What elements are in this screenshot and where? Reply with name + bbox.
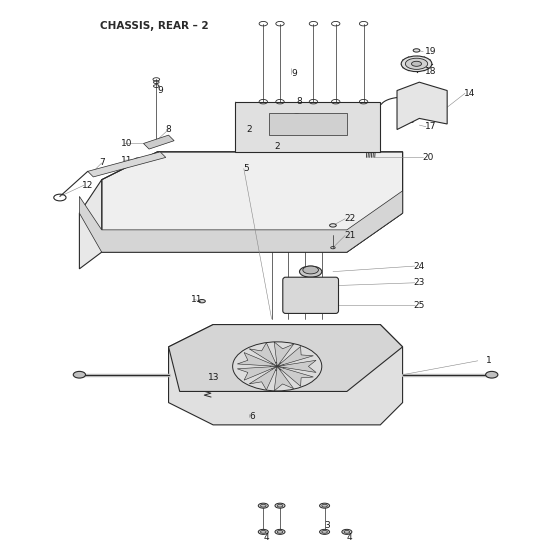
Ellipse shape (275, 503, 285, 508)
Text: 13: 13 (208, 373, 219, 382)
Ellipse shape (260, 530, 266, 533)
Text: 2: 2 (274, 142, 280, 151)
Ellipse shape (300, 266, 322, 277)
Polygon shape (169, 325, 403, 425)
Text: 22: 22 (344, 214, 356, 223)
Ellipse shape (412, 61, 422, 66)
Ellipse shape (408, 111, 414, 114)
Polygon shape (397, 82, 447, 129)
Text: 6: 6 (249, 412, 255, 421)
Ellipse shape (342, 529, 352, 534)
Text: 17: 17 (425, 122, 436, 131)
Polygon shape (80, 191, 403, 252)
Text: 11: 11 (191, 295, 202, 304)
Ellipse shape (134, 158, 141, 161)
Text: 11: 11 (121, 156, 133, 165)
Ellipse shape (330, 224, 336, 227)
Polygon shape (277, 360, 316, 372)
Polygon shape (274, 342, 294, 366)
Ellipse shape (408, 89, 414, 92)
Ellipse shape (320, 503, 330, 508)
Polygon shape (88, 152, 166, 177)
Text: 8: 8 (297, 97, 302, 106)
Ellipse shape (320, 529, 330, 534)
Text: 24: 24 (414, 262, 425, 270)
Ellipse shape (277, 505, 283, 507)
Text: 10: 10 (121, 139, 133, 148)
Text: 1: 1 (486, 356, 492, 365)
Text: 8: 8 (166, 125, 171, 134)
Ellipse shape (408, 120, 414, 123)
Text: 20: 20 (422, 153, 433, 162)
Ellipse shape (73, 371, 86, 378)
Text: 15: 15 (425, 105, 436, 115)
Text: 19: 19 (425, 47, 436, 56)
Polygon shape (169, 325, 403, 391)
Polygon shape (80, 180, 102, 269)
Text: 23: 23 (414, 278, 425, 287)
Polygon shape (237, 366, 277, 380)
Text: 3: 3 (325, 521, 330, 530)
Ellipse shape (258, 529, 268, 534)
Ellipse shape (408, 103, 414, 106)
Ellipse shape (413, 49, 420, 52)
Ellipse shape (232, 342, 322, 391)
Ellipse shape (199, 300, 206, 303)
Text: 2: 2 (246, 125, 252, 134)
Text: 4: 4 (347, 533, 352, 542)
Polygon shape (143, 135, 174, 149)
Polygon shape (249, 343, 277, 366)
Ellipse shape (322, 505, 328, 507)
Polygon shape (277, 347, 314, 366)
Text: 25: 25 (414, 301, 425, 310)
Ellipse shape (344, 530, 349, 533)
Ellipse shape (258, 503, 268, 508)
Ellipse shape (303, 266, 319, 274)
Polygon shape (235, 102, 380, 152)
Ellipse shape (405, 58, 428, 69)
Text: 18: 18 (425, 67, 436, 76)
Ellipse shape (275, 529, 285, 534)
Text: 5: 5 (244, 164, 250, 173)
Polygon shape (102, 152, 403, 252)
Text: 9: 9 (157, 86, 163, 95)
Text: CHASSIS, REAR – 2: CHASSIS, REAR – 2 (100, 21, 209, 31)
Ellipse shape (277, 530, 283, 533)
Text: 4: 4 (263, 533, 269, 542)
Text: 16: 16 (422, 86, 433, 95)
Polygon shape (269, 113, 347, 135)
Polygon shape (274, 366, 294, 391)
Text: 14: 14 (464, 89, 475, 98)
Polygon shape (237, 353, 277, 366)
Polygon shape (277, 366, 314, 386)
Polygon shape (249, 366, 277, 390)
Text: 9: 9 (291, 69, 297, 78)
FancyBboxPatch shape (283, 277, 338, 314)
Ellipse shape (270, 362, 284, 370)
Ellipse shape (486, 371, 498, 378)
Ellipse shape (401, 56, 432, 72)
Ellipse shape (260, 505, 266, 507)
Text: 12: 12 (82, 181, 94, 190)
Text: 7: 7 (99, 158, 105, 167)
Ellipse shape (322, 530, 328, 533)
Text: 21: 21 (344, 231, 356, 240)
